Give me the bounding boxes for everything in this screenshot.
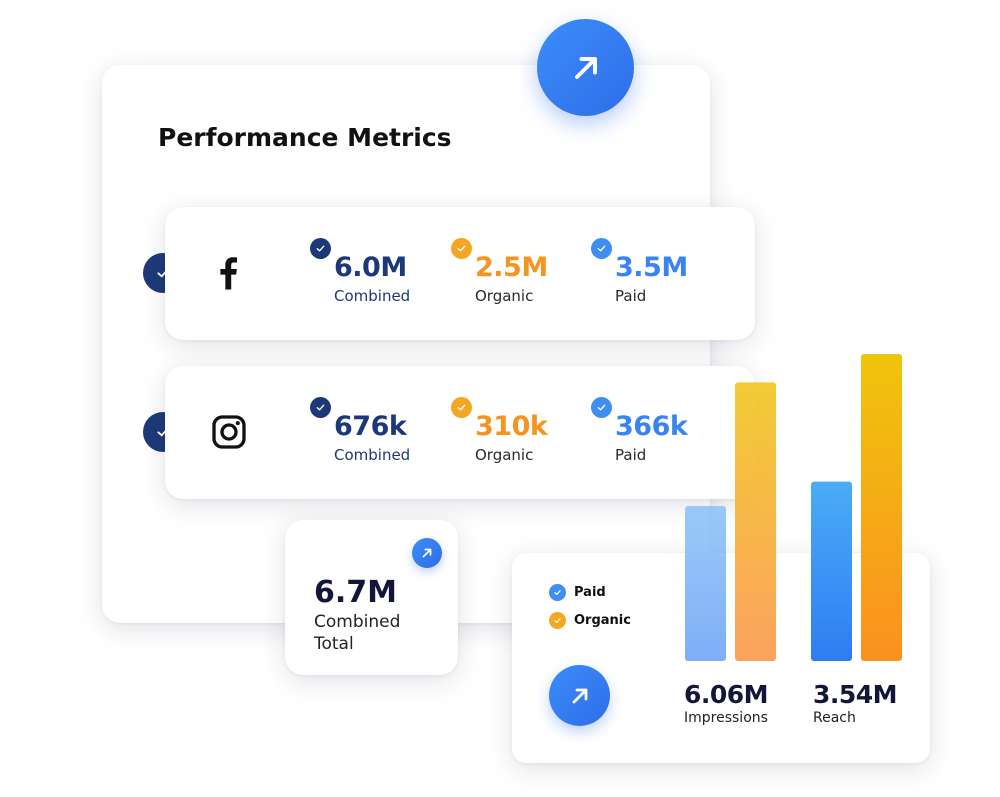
combined-total-card: 6.7M Combined Total: [285, 520, 458, 675]
metric-value: 310k: [475, 411, 548, 442]
reach-label: Reach: [813, 710, 856, 726]
reach-stat: 3.54M Reach: [813, 680, 898, 726]
total-value: 6.7M: [314, 575, 397, 610]
metric-value: 2.5M: [475, 252, 548, 283]
impressions-label: Impressions: [684, 710, 768, 726]
organic-check-icon: [451, 238, 472, 259]
instagram-icon: [207, 410, 251, 454]
legend-item-paid: Paid: [549, 584, 606, 601]
instagram-organic-metric: 310k Organic: [451, 394, 595, 474]
metric-label: Organic: [475, 287, 534, 305]
trending-up-arrow-icon: [574, 56, 597, 79]
metric-value: 3.5M: [615, 252, 688, 283]
facebook-combined-metric: 6.0M Combined: [310, 235, 454, 315]
impressions-reach-card: Paid Organic 6.06M Impressions 3.54M Rea…: [512, 553, 930, 763]
facebook-organic-metric: 2.5M Organic: [451, 235, 595, 315]
trending-up-arrow-icon: [422, 548, 432, 558]
paid-check-icon: [591, 238, 612, 259]
organic-check-icon: [451, 397, 472, 418]
metric-value: 6.0M: [334, 252, 407, 283]
metric-label: Combined: [334, 287, 411, 305]
paid-check-icon: [591, 397, 612, 418]
legend-label: Organic: [574, 613, 631, 628]
combined-check-icon: [310, 238, 331, 259]
trend-up-button[interactable]: [412, 538, 442, 568]
impressions-stat: 6.06M Impressions: [684, 680, 769, 726]
paid-check-icon: [549, 584, 566, 601]
page-title: Performance Metrics: [158, 123, 452, 152]
facebook-paid-metric: 3.5M Paid: [591, 235, 735, 315]
impressions-value: 6.06M: [684, 680, 769, 709]
metric-label: Organic: [475, 446, 534, 464]
legend-item-organic: Organic: [549, 612, 631, 629]
trend-up-button[interactable]: [537, 19, 634, 116]
instagram-metrics-row: 676k Combined 310k Organic 366k Paid: [165, 366, 755, 499]
metric-value: 366k: [615, 411, 688, 442]
metric-label: Paid: [615, 287, 647, 305]
metric-label: Paid: [615, 446, 647, 464]
facebook-icon: [207, 251, 251, 295]
total-label: Combined Total: [314, 612, 401, 654]
facebook-metrics-row: 6.0M Combined 2.5M Organic 3.5M Paid: [165, 207, 755, 340]
reach-value: 3.54M: [813, 680, 898, 709]
instagram-paid-metric: 366k Paid: [591, 394, 735, 474]
trending-up-arrow-icon: [572, 688, 587, 703]
metric-value: 676k: [334, 411, 407, 442]
legend-label: Paid: [574, 585, 606, 600]
combined-check-icon: [310, 397, 331, 418]
organic-check-icon: [549, 612, 566, 629]
instagram-combined-metric: 676k Combined: [310, 394, 454, 474]
trend-up-button[interactable]: [549, 665, 610, 726]
metric-label: Combined: [334, 446, 411, 464]
